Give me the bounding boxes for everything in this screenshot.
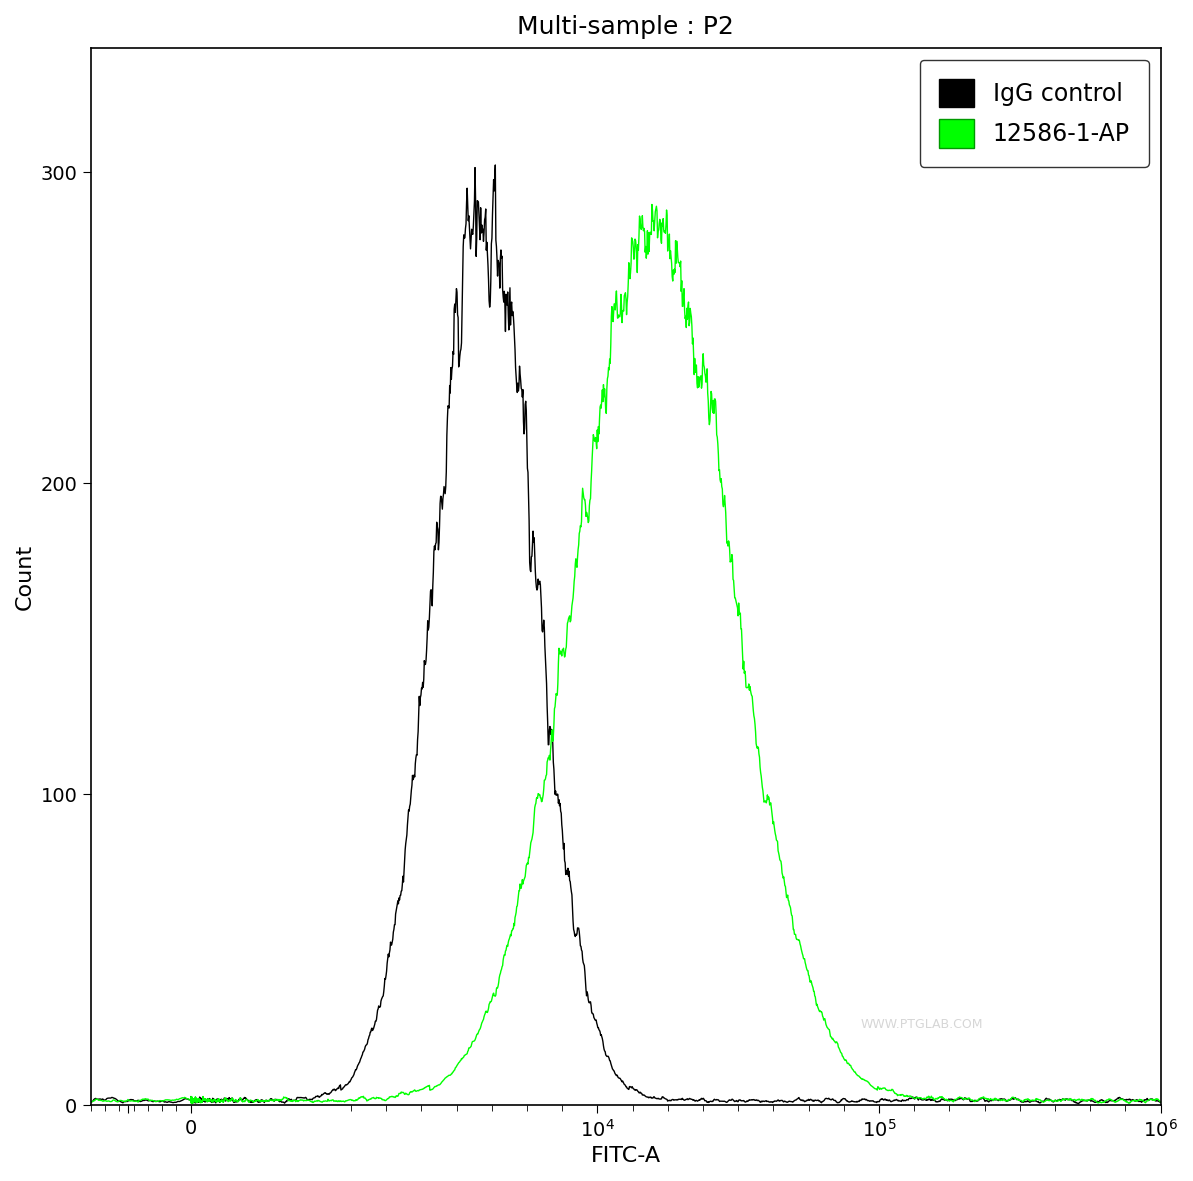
IgG control <box>84 1095 98 1109</box>
Legend: IgG control, 12586-1-AP: IgG control, 12586-1-AP <box>920 60 1149 167</box>
X-axis label: FITC-A: FITC-A <box>591 1146 661 1166</box>
IgG control <box>1105 1094 1119 1108</box>
Line: 12586-1-AP: 12586-1-AP <box>91 204 1161 1103</box>
Text: WWW.PTGLAB.COM: WWW.PTGLAB.COM <box>861 1018 983 1031</box>
Y-axis label: Count: Count <box>16 543 35 609</box>
12586-1-AP <box>561 614 575 628</box>
IgG control <box>488 158 502 172</box>
IgG control <box>990 1092 1005 1107</box>
IgG control <box>562 869 576 883</box>
12586-1-AP <box>644 197 659 211</box>
12586-1-AP <box>1105 1094 1119 1108</box>
12586-1-AP <box>990 1092 1005 1107</box>
12586-1-AP <box>185 1095 199 1109</box>
12586-1-AP <box>537 782 551 796</box>
12586-1-AP <box>191 1094 205 1108</box>
Line: IgG control: IgG control <box>91 165 1161 1104</box>
12586-1-AP <box>84 1095 98 1109</box>
IgG control <box>1071 1097 1086 1111</box>
12586-1-AP <box>1121 1096 1136 1110</box>
Title: Multi-sample : P2: Multi-sample : P2 <box>518 15 734 39</box>
IgG control <box>1154 1095 1168 1109</box>
IgG control <box>537 620 551 634</box>
IgG control <box>191 1094 205 1108</box>
IgG control <box>185 1095 199 1109</box>
12586-1-AP <box>1154 1095 1168 1109</box>
